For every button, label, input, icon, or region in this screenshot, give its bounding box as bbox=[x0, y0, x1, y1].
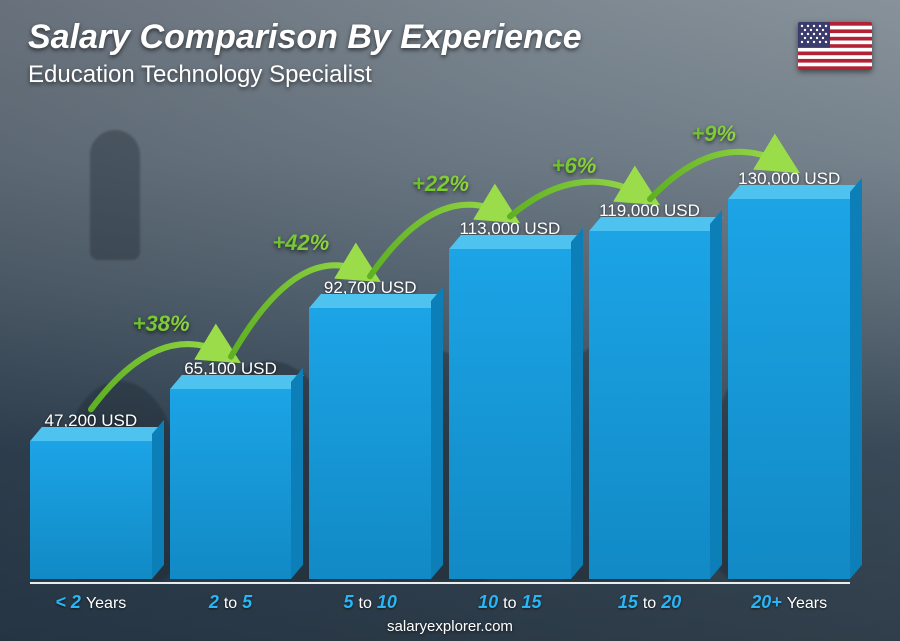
x-axis: < 2 Years 2 to 5 5 to 10 10 to 15 15 to 20 20… bbox=[30, 582, 850, 613]
bar bbox=[30, 441, 152, 579]
growth-arc-label: +42% bbox=[272, 230, 329, 256]
growth-arc-label: +6% bbox=[552, 153, 597, 179]
country-flag-us bbox=[798, 22, 872, 70]
chart-title: Salary Comparison By Experience bbox=[28, 18, 582, 57]
bar bbox=[728, 199, 850, 579]
infographic-stage: Salary Comparison By Experience Educatio… bbox=[0, 0, 900, 641]
bar bbox=[589, 231, 711, 579]
x-tick: 2 to 5 bbox=[170, 592, 292, 613]
x-tick: 10 to 15 bbox=[449, 592, 571, 613]
bar bbox=[449, 249, 571, 579]
bar-slot: 47,200 USD bbox=[30, 411, 152, 579]
growth-arc-label: +22% bbox=[412, 171, 469, 197]
x-tick: 5 to 10 bbox=[309, 592, 431, 613]
bar-slot: 119,000 USD bbox=[589, 201, 711, 579]
title-block: Salary Comparison By Experience Educatio… bbox=[28, 18, 582, 89]
growth-arc-label: +9% bbox=[691, 121, 736, 147]
bar-slot: 130,000 USD bbox=[728, 169, 850, 579]
x-tick: 20+ Years bbox=[728, 592, 850, 613]
growth-arc-label: +38% bbox=[133, 311, 190, 337]
x-tick: 15 to 20 bbox=[589, 592, 711, 613]
footer-attribution: salaryexplorer.com bbox=[0, 618, 900, 635]
x-tick: < 2 Years bbox=[30, 592, 152, 613]
chart-subtitle: Education Technology Specialist bbox=[28, 61, 582, 89]
